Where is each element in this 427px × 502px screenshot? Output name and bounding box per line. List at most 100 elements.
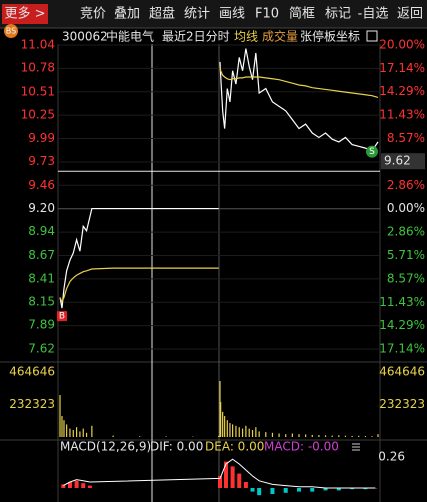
macd-bar bbox=[323, 488, 328, 491]
menu-item[interactable]: F10 bbox=[255, 7, 279, 22]
volume-bar bbox=[351, 435, 353, 437]
macd-dif-line bbox=[63, 458, 376, 489]
y-tick-label: 11.04 bbox=[21, 38, 55, 52]
volume-bar bbox=[377, 434, 379, 437]
y2-tick-label: 5.71% bbox=[387, 248, 425, 262]
marker-bg bbox=[56, 311, 67, 322]
macd-value: MACD: -0.00 bbox=[264, 440, 339, 454]
volume-tick-label: 464646 bbox=[379, 365, 425, 379]
bs-badge[interactable]: BS bbox=[6, 27, 16, 36]
volume-bar bbox=[219, 381, 221, 437]
menu-item[interactable]: 画线 bbox=[219, 7, 245, 22]
volume-bar bbox=[66, 424, 68, 437]
volume-bar bbox=[241, 428, 244, 437]
y2-tick-label: 14.29% bbox=[379, 318, 425, 332]
last-price-box bbox=[381, 153, 425, 170]
volume-bar bbox=[218, 435, 220, 437]
macd-bar bbox=[350, 488, 355, 490]
y2-tick-label: 17.14% bbox=[379, 61, 425, 75]
menu-item[interactable]: 竞价 bbox=[80, 6, 106, 22]
volume-bar bbox=[248, 428, 250, 437]
volume-bar bbox=[324, 435, 327, 437]
mode[interactable]: 最近2日分时 bbox=[162, 30, 230, 44]
macd-bar bbox=[250, 488, 255, 492]
macd-bar bbox=[230, 466, 235, 488]
y-tick-label: 10.25 bbox=[21, 108, 55, 122]
macd-bar bbox=[257, 488, 262, 496]
macd-bar bbox=[87, 485, 92, 488]
bs-badge-bg bbox=[4, 24, 18, 38]
volume-bar bbox=[285, 434, 287, 437]
macd-bar bbox=[81, 483, 86, 488]
volume-bar bbox=[291, 433, 293, 437]
macd-bar bbox=[74, 480, 79, 488]
volume-bar bbox=[371, 436, 373, 437]
price-line bbox=[59, 48, 379, 309]
macd-title: MACD(12,26,9) bbox=[60, 440, 151, 454]
y2-tick-label: 2.86% bbox=[387, 178, 425, 192]
volume-bar bbox=[82, 428, 84, 437]
menu-item[interactable]: 标记 bbox=[325, 7, 351, 22]
volume-bar bbox=[298, 434, 300, 437]
y-tick-label: 9.99 bbox=[28, 131, 55, 145]
menu-item[interactable]: -自选 bbox=[358, 7, 389, 22]
marker: S bbox=[369, 147, 375, 157]
macd-bar bbox=[363, 488, 368, 490]
price-line bbox=[59, 66, 379, 304]
volume-bar bbox=[229, 423, 231, 437]
macd-bar bbox=[296, 488, 301, 492]
y-tick-label: 8.94 bbox=[28, 224, 55, 238]
volume-bar bbox=[265, 432, 267, 437]
volume-bar bbox=[224, 416, 226, 437]
y-tick-label: 9.46 bbox=[28, 178, 55, 192]
menu-item[interactable]: 统计 bbox=[184, 7, 210, 22]
y2-tick-label: 17.14% bbox=[379, 342, 425, 356]
macd-menu-icon[interactable] bbox=[352, 443, 360, 451]
volume-bar bbox=[235, 425, 237, 437]
volume-bar bbox=[59, 395, 61, 437]
volume-bar bbox=[364, 436, 366, 437]
stock-code: 300062 bbox=[62, 30, 108, 44]
y-tick-label: 7.62 bbox=[28, 342, 55, 356]
volume-bar bbox=[358, 435, 360, 437]
macd-tick-label: 0.26 bbox=[378, 449, 405, 463]
menu-item[interactable]: 叠加 bbox=[114, 7, 140, 22]
macd-bar bbox=[310, 488, 315, 492]
y2-tick-label: 11.43% bbox=[379, 295, 425, 309]
volume-bar bbox=[165, 436, 167, 437]
y2-tick-label: 8.57% bbox=[387, 271, 425, 285]
volume-bar bbox=[61, 416, 63, 437]
more-button-bg bbox=[2, 4, 48, 24]
scale-toggle[interactable]: 张停板坐标 bbox=[300, 29, 360, 44]
macd-bar bbox=[61, 484, 66, 488]
last-price: 9.62 bbox=[384, 154, 411, 168]
y2-tick-label: 8.57% bbox=[387, 131, 425, 145]
volume-bar bbox=[238, 427, 240, 437]
volume-tick-label: 464646 bbox=[9, 365, 55, 379]
volume-bar bbox=[278, 433, 280, 437]
volume-bar bbox=[344, 435, 347, 437]
macd-bar bbox=[243, 482, 248, 488]
menu-item[interactable]: 更多 > bbox=[4, 6, 45, 22]
menu-item[interactable]: 超盘 bbox=[149, 6, 175, 22]
y-tick-label: 8.15 bbox=[28, 294, 55, 308]
volume-bar bbox=[251, 430, 254, 437]
y-tick-label: 8.41 bbox=[28, 271, 55, 285]
y-tick-label: 10.51 bbox=[21, 85, 55, 99]
y2-tick-label: 11.43% bbox=[379, 108, 425, 122]
volume-tick-label: 232323 bbox=[379, 397, 425, 411]
macd-bar bbox=[237, 473, 242, 488]
y2-tick-label: 20.00% bbox=[379, 38, 425, 52]
volume-toggle[interactable]: 成交量 bbox=[262, 29, 298, 44]
avg-toggle[interactable]: 均线 bbox=[234, 30, 258, 44]
menu-item[interactable]: 返回 bbox=[397, 7, 423, 22]
settings-icon[interactable] bbox=[366, 30, 378, 42]
y-tick-label: 10.78 bbox=[21, 61, 55, 75]
volume-bar bbox=[245, 425, 247, 437]
menu-item[interactable]: 简框 bbox=[289, 6, 315, 22]
y-tick-label: 9.20 bbox=[28, 201, 55, 215]
y2-tick-label: 2.86% bbox=[387, 225, 425, 239]
volume-bar bbox=[112, 435, 114, 437]
volume-bar bbox=[222, 411, 224, 437]
stock-name: 中能电气 bbox=[106, 29, 154, 44]
